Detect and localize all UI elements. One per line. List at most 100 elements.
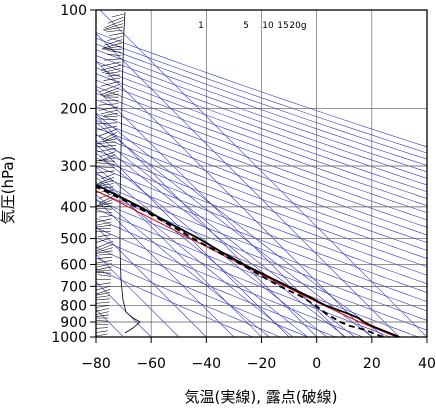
y-tick-label: 500: [60, 232, 87, 248]
wind-barb: [99, 84, 120, 93]
dry-adiabat: [96, 55, 427, 173]
dry-adiabat: [96, 165, 427, 293]
isotherm-line: [96, 33, 400, 337]
wind-barb: [107, 16, 124, 24]
y-tick-label: 800: [60, 298, 87, 314]
dry-adiabat: [96, 73, 427, 193]
y-tick-label: 200: [60, 101, 87, 117]
wind-barb: [96, 205, 113, 208]
dry-adiabat: [96, 237, 337, 337]
dry-adiabat: [96, 37, 427, 154]
wind-barb: [98, 103, 119, 106]
dry-adiabat: [96, 199, 427, 331]
wind-barb: [107, 74, 121, 77]
wind-barb: [102, 45, 122, 50]
wind-barb: [96, 162, 115, 165]
mixing-ratio-line: [96, 133, 356, 337]
wind-barb: [96, 144, 116, 148]
isotherm-line: [96, 88, 345, 337]
mixing-ratio-line: [96, 113, 386, 337]
x-tick-label: 0: [312, 356, 321, 372]
isotherm-line: [99, 10, 427, 337]
wind-barb: [102, 90, 120, 97]
mixing-ratio-label: 10: [262, 21, 274, 31]
x-tick-label: 40: [418, 356, 436, 372]
wind-barb: [96, 240, 114, 249]
wind-barb: [97, 125, 118, 131]
background-lines: [96, 10, 427, 337]
wind-barb: [107, 50, 122, 53]
wind-barb: [96, 260, 113, 264]
wind-barb: [96, 288, 111, 295]
dry-adiabat: [96, 157, 427, 285]
wind-barb: [103, 23, 124, 30]
wind-barb: [96, 166, 115, 168]
mixing-ratio-label: 15: [277, 21, 288, 31]
wind-barb: [96, 330, 108, 333]
series-lines: [96, 183, 400, 337]
y-tick-label: 400: [60, 200, 87, 216]
wind-barb: [96, 160, 115, 162]
wind-barb: [96, 141, 117, 144]
wind-barb: [96, 224, 112, 228]
wind-barb: [96, 282, 111, 286]
mixing-ratio-line: [96, 166, 309, 337]
wind-barb: [96, 304, 110, 308]
wind-barb: [102, 68, 121, 73]
wind-barb: [96, 199, 113, 207]
wind-barb: [97, 170, 115, 174]
wind-barb: [103, 58, 122, 61]
y-tick-label: 1000: [51, 330, 87, 346]
isotherm-line: [96, 253, 179, 337]
wind-barb: [96, 298, 110, 301]
wind-barb: [107, 54, 122, 56]
dry-adiabat: [96, 49, 427, 166]
dry-adiabat: [96, 227, 364, 337]
dry-adiabat: [96, 106, 427, 228]
dry-adiabat: [96, 257, 282, 337]
mixing-ratio-line: [96, 152, 328, 337]
wind-barb: [103, 26, 124, 31]
mixing-ratio-line: [96, 194, 270, 337]
isotherm-line: [96, 115, 317, 337]
y-tick-label: 300: [60, 159, 87, 175]
reference-curve: [96, 190, 397, 337]
x-tick-label: −40: [192, 356, 222, 372]
solid-series-line: [96, 183, 400, 337]
mixing-ratio-line: [96, 177, 294, 337]
wind-barb: [97, 256, 113, 259]
dry-adiabat: [96, 208, 420, 337]
wind-barb: [98, 176, 115, 184]
wind-barb: [97, 122, 118, 124]
wind-barb: [100, 80, 120, 87]
wind-barb: [96, 311, 109, 315]
wind-barb: [96, 285, 111, 291]
x-axis-title: 気温(実線), 露点(破線): [185, 388, 338, 406]
isotherm-line: [96, 60, 373, 337]
wind-barb: [96, 295, 110, 298]
dry-adiabat: [96, 127, 427, 251]
wind-barb: [104, 71, 121, 75]
wind-barb: [99, 118, 118, 120]
dry-adiabat: [96, 268, 254, 337]
wind-barb: [96, 263, 112, 268]
wind-barb: [96, 218, 112, 223]
wind-barb: [97, 274, 112, 277]
wind-barb: [98, 234, 111, 237]
wind-barb: [109, 32, 123, 36]
wind-barb: [101, 173, 115, 180]
wind-barb: [96, 180, 114, 186]
mixing-ratio-label: 5: [243, 21, 249, 31]
dry-adiabat: [96, 113, 427, 236]
dry-adiabat: [96, 99, 427, 221]
wind-barb: [103, 77, 120, 81]
y-tick-label: 600: [60, 257, 87, 273]
dry-adiabat: [96, 79, 427, 199]
wind-barb: [96, 314, 109, 317]
mixing-ratio-labels: 1 5 10 15 20g: [198, 21, 306, 31]
wind-barb: [96, 292, 111, 296]
mixing-ratio-line: [96, 139, 347, 337]
wind-barb: [99, 138, 117, 143]
wind-barb: [98, 128, 117, 137]
